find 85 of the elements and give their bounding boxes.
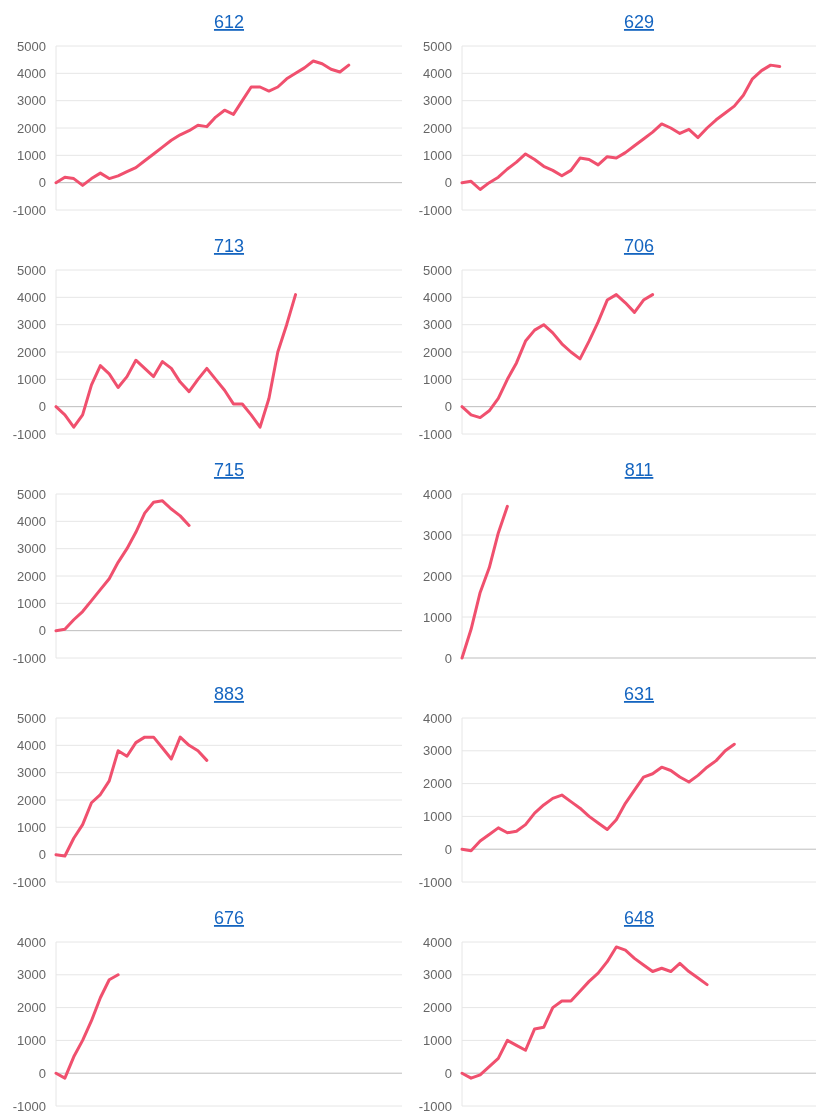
y-tick-label: 0	[38, 1065, 46, 1081]
y-tick-label: 5000	[17, 262, 46, 278]
y-tick-label: 4000	[423, 65, 452, 81]
line-series	[54, 59, 351, 187]
y-tick-label: -1000	[418, 426, 452, 442]
y-tick-label: 3000	[17, 541, 46, 557]
chart-title: 883	[213, 684, 245, 704]
y-tick-label: 4000	[423, 486, 452, 502]
y-tick-label: 0	[38, 623, 46, 639]
chart-title: 715	[213, 460, 245, 480]
y-tick-label: -1000	[12, 874, 46, 890]
y-tick-label: 5000	[17, 486, 46, 502]
y-tick-label: -1000	[12, 426, 46, 442]
y-tick-label: 0	[444, 1065, 452, 1081]
chart-title: 811	[624, 460, 654, 480]
chart-title: 629	[623, 12, 655, 32]
y-tick-label: -1000	[12, 650, 46, 666]
chart-title: 713	[213, 236, 245, 256]
y-tick-label: 1000	[423, 371, 452, 387]
y-tick-label: 4000	[423, 289, 452, 305]
y-tick-label: 3000	[423, 527, 452, 543]
line-series	[460, 63, 782, 191]
line-series	[460, 742, 736, 853]
chart-title: 648	[623, 908, 655, 928]
y-tick-label: 3000	[423, 317, 452, 333]
y-tick-label: 0	[38, 847, 46, 863]
line-series	[54, 499, 191, 633]
y-tick-label: 3000	[17, 317, 46, 333]
y-tick-label: 1000	[17, 147, 46, 163]
y-tick-label: 1000	[17, 819, 46, 835]
y-tick-label: 1000	[17, 595, 46, 611]
y-tick-label: 0	[38, 175, 46, 191]
y-tick-label: -1000	[418, 874, 452, 890]
y-tick-label: 5000	[17, 38, 46, 54]
y-tick-label: 2000	[17, 792, 46, 808]
y-tick-label: 2000	[423, 776, 452, 792]
y-tick-label: 3000	[17, 967, 46, 983]
y-tick-label: 5000	[423, 38, 452, 54]
y-tick-label: 0	[444, 841, 452, 857]
y-tick-label: 3000	[17, 93, 46, 109]
y-tick-label: 1000	[423, 609, 452, 625]
y-tick-label: 3000	[423, 967, 452, 983]
y-tick-label: -1000	[12, 1098, 46, 1114]
line-series	[460, 293, 655, 420]
y-tick-label: 1000	[17, 371, 46, 387]
y-tick-label: 1000	[423, 1032, 452, 1048]
y-tick-label: 2000	[423, 120, 452, 136]
y-tick-label: 4000	[17, 934, 46, 950]
y-tick-label: 2000	[17, 1000, 46, 1016]
y-tick-label: 0	[444, 399, 452, 415]
y-tick-label: 4000	[423, 934, 452, 950]
y-tick-label: 1000	[423, 808, 452, 824]
chart-title: 612	[213, 12, 245, 32]
y-tick-label: 0	[444, 175, 452, 191]
line-series	[54, 735, 209, 858]
y-tick-label: 1000	[423, 147, 452, 163]
line-series	[460, 504, 509, 660]
y-tick-label: 4000	[17, 65, 46, 81]
y-tick-label: 2000	[17, 344, 46, 360]
y-tick-label: -1000	[418, 202, 452, 218]
y-tick-label: 2000	[423, 1000, 452, 1016]
y-tick-label: 0	[444, 650, 452, 666]
y-tick-label: 3000	[17, 765, 46, 781]
y-tick-label: -1000	[418, 1098, 452, 1114]
y-tick-label: 4000	[423, 710, 452, 726]
y-tick-label: 4000	[17, 289, 46, 305]
y-tick-label: 2000	[423, 344, 452, 360]
y-tick-label: 5000	[423, 262, 452, 278]
y-tick-label: 2000	[423, 568, 452, 584]
y-tick-label: 3000	[423, 93, 452, 109]
y-tick-label: 3000	[423, 743, 452, 759]
y-tick-label: 2000	[17, 568, 46, 584]
y-tick-label: 2000	[17, 120, 46, 136]
y-tick-label: 5000	[17, 710, 46, 726]
y-tick-label: 4000	[17, 737, 46, 753]
chart-title: 706	[623, 236, 655, 256]
y-tick-label: 1000	[17, 1032, 46, 1048]
line-series	[54, 973, 120, 1080]
chart-title: 676	[213, 908, 245, 928]
line-series	[460, 945, 709, 1080]
line-series	[54, 293, 298, 429]
y-tick-label: -1000	[12, 202, 46, 218]
y-tick-label: 4000	[17, 513, 46, 529]
chart-title: 631	[623, 684, 655, 704]
y-tick-label: 0	[38, 399, 46, 415]
